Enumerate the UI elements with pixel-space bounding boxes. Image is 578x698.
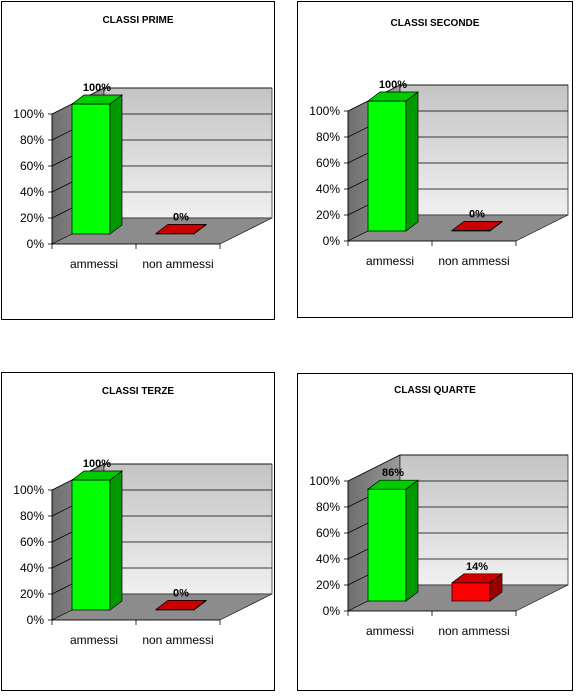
bar-ammessi [70,94,124,235]
bar-front [71,103,111,235]
y-tick-label: 100% [309,474,340,488]
bar-top [154,224,208,234]
y-tick-label: 100% [13,107,44,121]
data-label: 86% [382,467,404,479]
y-tick-label: 100% [309,104,340,118]
y-tick-label: 80% [20,509,44,523]
y-tick-label: 20% [20,211,44,225]
y-tick-label: 80% [316,130,340,144]
bar-ammessi [366,479,420,602]
y-tick-label: 60% [20,535,44,549]
back-wall [399,84,569,216]
x-tick-label: non ammessi [142,257,213,271]
y-tick-label: 40% [316,182,340,196]
chart-panel-terze: CLASSI TERZE 0% 20% 40% 60% 80% 100% 100% ammes… [1,372,275,691]
bar-side [405,479,419,602]
bar-top [70,94,124,105]
y-tick-label: 0% [27,237,45,251]
y-tick-label: 0% [323,234,341,248]
bar-front [367,100,407,232]
y-tick-label: 60% [316,526,340,540]
data-label: 100% [379,79,407,91]
data-label: 14% [466,561,488,573]
back-wall [103,87,273,219]
bar-top [450,573,504,584]
x-tick-label: ammessi [70,633,118,647]
y-tick-label: 0% [27,613,45,627]
y-tick-label: 20% [316,578,340,592]
back-wall [103,463,273,595]
chart-panel-quarte: CLASSI QUARTE 0% 20% 40% 60% 80% 100% 86% ammes… [297,373,573,691]
bar-side [109,94,123,235]
data-label: 0% [173,211,189,223]
gridline [347,84,568,112]
y-tick-label: 20% [316,208,340,222]
chart-title: CLASSI QUARTE [394,385,476,396]
bar-front [451,582,491,602]
bar-top [70,470,124,481]
bar-front [367,488,407,602]
bar-non-ammessi [154,223,208,235]
bar-side [109,470,123,611]
y-tick-label: 20% [20,587,44,601]
bar-side [405,91,419,232]
bar-top [450,221,504,231]
bar-front [71,479,111,611]
data-label: 100% [83,82,111,94]
bar-non-ammessi [450,220,504,232]
y-tick-label: 40% [316,552,340,566]
data-label: 0% [173,587,189,599]
x-tick-label: non ammessi [438,624,509,638]
bar-non-ammessi [450,573,504,602]
y-tick-label: 40% [20,185,44,199]
gridline [51,463,272,491]
bar-non-ammessi [154,599,208,611]
chart-svg: 0% 20% 40% 60% 80% 100% 86% ammessi 14% non ammes… [309,454,569,638]
chart-title: CLASSI SECONDE [390,18,480,29]
data-label: 100% [83,458,111,470]
chart-panel-prime: CLASSI PRIME 0% 20% 40% 60% 80% 100% 100% ammes… [1,1,275,320]
chart-svg: 0% 20% 40% 60% 80% 100% 100% ammessi 0% non ammes… [13,458,273,647]
y-tick-label: 0% [323,604,341,618]
chart-svg: 0% 20% 40% 60% 80% 100% 100% ammessi 0% non ammes… [13,82,273,271]
chart-title: CLASSI TERZE [101,386,175,397]
bar-ammessi [70,470,124,611]
x-tick-label: non ammessi [438,254,509,268]
bar-top [366,91,420,102]
x-tick-label: ammessi [366,624,414,638]
y-tick-label: 80% [316,500,340,514]
bar-top [154,600,208,610]
y-tick-label: 100% [13,483,44,497]
chart-panel-seconde: CLASSI SECONDE 0% 20% 40% 60% 80% 100% 100% amm… [297,1,573,318]
x-tick-label: ammessi [70,257,118,271]
y-tick-label: 60% [20,159,44,173]
bar-ammessi [366,91,420,232]
y-tick-label: 40% [20,561,44,575]
gridline [347,454,568,482]
back-wall [399,454,569,586]
data-label: 0% [469,208,485,220]
gridline [51,87,272,115]
y-tick-label: 60% [316,156,340,170]
bar-top [366,479,420,490]
x-tick-label: non ammessi [142,633,213,647]
chart-svg: 0% 20% 40% 60% 80% 100% 100% ammessi 0% non ammes… [309,79,569,268]
chart-title: CLASSI PRIME [102,15,174,26]
y-tick-label: 80% [20,133,44,147]
x-tick-label: ammessi [366,254,414,268]
